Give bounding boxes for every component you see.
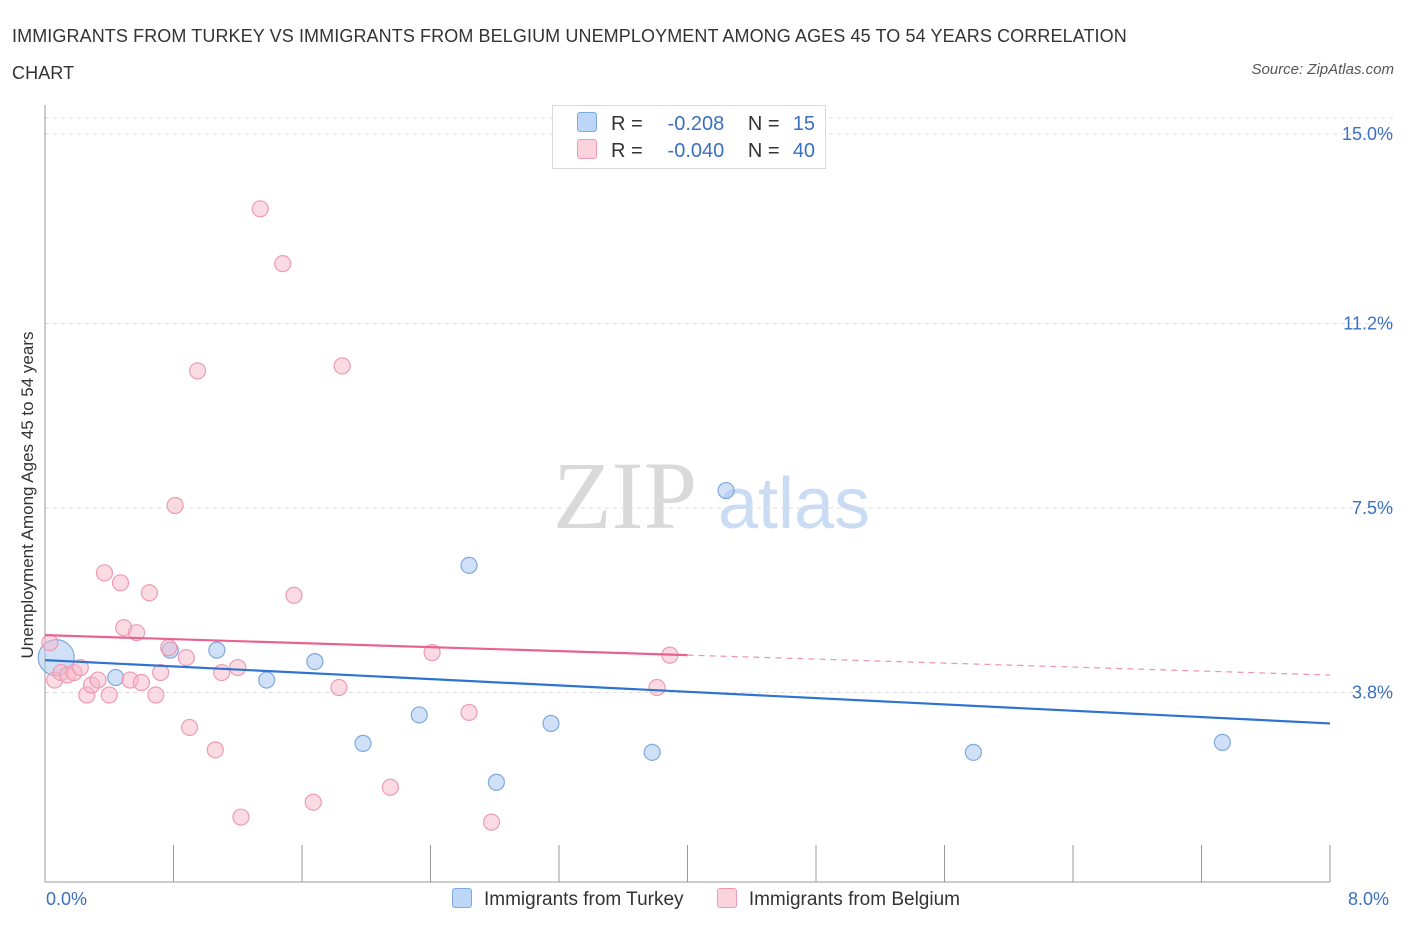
series-legend: Immigrants from Turkey Immigrants from B… bbox=[452, 888, 988, 911]
legend-item-turkey: Immigrants from Turkey bbox=[452, 888, 684, 911]
turkey-point bbox=[410, 706, 428, 724]
belgium-point bbox=[304, 793, 322, 811]
belgium-point bbox=[381, 778, 399, 796]
belgium-point bbox=[333, 357, 351, 375]
turkey-point bbox=[208, 641, 226, 659]
belgium-point bbox=[95, 564, 114, 582]
turkey-legend-swatch bbox=[452, 888, 472, 908]
belgium-point bbox=[188, 362, 207, 380]
belgium-point bbox=[648, 678, 666, 697]
watermark-atlas: atlas bbox=[718, 464, 870, 544]
chart-title: IMMIGRANTS FROM TURKEY VS IMMIGRANTS FRO… bbox=[12, 26, 1127, 83]
r-value-turkey: -0.208 bbox=[667, 113, 725, 135]
belgium-point bbox=[166, 496, 184, 515]
legend-item-belgium: Immigrants from Belgium bbox=[716, 888, 960, 911]
belgium-trend-line bbox=[44, 634, 688, 657]
turkey-point bbox=[258, 671, 276, 689]
belgium-swatch bbox=[577, 139, 597, 159]
belgium-point bbox=[232, 808, 250, 826]
legend-label-turkey: Immigrants from Turkey bbox=[484, 889, 684, 910]
belgium-point bbox=[251, 200, 269, 218]
turkey-point bbox=[354, 734, 372, 752]
belgium-point bbox=[140, 584, 159, 602]
turkey-point bbox=[717, 481, 735, 500]
belgium-point bbox=[177, 648, 195, 667]
y-tick-label: 11.2% bbox=[1343, 313, 1393, 333]
legend-label-belgium: Immigrants from Belgium bbox=[748, 889, 960, 910]
turkey-point bbox=[542, 714, 560, 733]
n-label: N = bbox=[747, 140, 780, 162]
belgium-point bbox=[147, 686, 165, 704]
correlation-legend: R = -0.208 N = 15 R = -0.040 N = 40 bbox=[552, 105, 826, 169]
r-label: R = bbox=[611, 140, 643, 162]
r-value-belgium: -0.040 bbox=[667, 140, 725, 162]
belgium-point bbox=[160, 639, 178, 657]
turkey-trend-line bbox=[44, 658, 1331, 725]
belgium-point bbox=[132, 673, 150, 692]
r-label: R = bbox=[611, 113, 643, 135]
belgium-point bbox=[482, 813, 501, 831]
belgium-point bbox=[423, 644, 441, 662]
belgium-point bbox=[229, 658, 247, 677]
y-tick-label: 15.0% bbox=[1342, 124, 1393, 144]
source-label: Source: ZipAtlas.com bbox=[1251, 61, 1394, 78]
belgium-point bbox=[100, 686, 118, 704]
belgium-point bbox=[89, 671, 107, 689]
turkey-point bbox=[107, 668, 125, 687]
y-tick-label: 7.5% bbox=[1352, 498, 1393, 518]
belgium-point bbox=[274, 255, 292, 273]
turkey-swatch bbox=[577, 112, 597, 132]
belgium-point bbox=[71, 658, 89, 677]
belgium-point bbox=[180, 718, 199, 737]
belgium-legend-swatch bbox=[716, 888, 737, 908]
turkey-point bbox=[1213, 733, 1231, 751]
belgium-point bbox=[330, 678, 348, 697]
turkey-point bbox=[306, 652, 324, 671]
belgium-trend-line-dashed bbox=[687, 654, 1331, 676]
x-tick-max: 8.0% bbox=[1348, 889, 1390, 909]
n-value-belgium: 40 bbox=[792, 140, 816, 162]
turkey-point bbox=[487, 773, 505, 791]
belgium-point bbox=[285, 586, 303, 604]
belgium-point bbox=[213, 663, 231, 682]
watermark-zip: ZIP bbox=[553, 442, 697, 549]
legend-row-belgium: R = -0.040 N = 40 bbox=[577, 139, 815, 165]
legend-row-turkey: R = -0.208 N = 15 bbox=[577, 112, 815, 138]
y-tick-label: 3.8% bbox=[1352, 683, 1393, 703]
turkey-point bbox=[964, 743, 983, 761]
belgium-point bbox=[152, 663, 170, 682]
belgium-point bbox=[127, 624, 146, 642]
turkey-point bbox=[643, 743, 661, 761]
n-label: N = bbox=[747, 113, 780, 135]
x-tick-min: 0.0% bbox=[46, 889, 88, 909]
belgium-point bbox=[206, 741, 224, 759]
belgium-point bbox=[111, 574, 130, 592]
belgium-point bbox=[41, 634, 59, 652]
turkey-point bbox=[460, 556, 478, 574]
belgium-point bbox=[460, 703, 478, 722]
n-value-turkey: 15 bbox=[792, 113, 816, 135]
